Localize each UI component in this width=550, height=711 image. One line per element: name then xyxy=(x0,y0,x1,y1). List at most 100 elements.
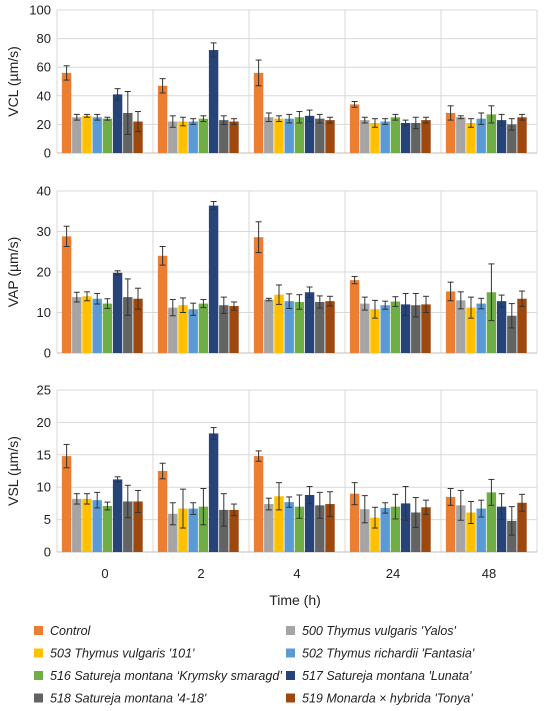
error-bar xyxy=(63,443,70,469)
error-bar xyxy=(519,113,525,121)
error-bar xyxy=(361,495,368,524)
y-tick-label: 25 xyxy=(37,383,51,398)
y-tick-label: 0 xyxy=(44,146,51,161)
bar xyxy=(517,298,527,353)
error-bar xyxy=(220,115,227,125)
bar xyxy=(304,292,315,353)
error-bar xyxy=(276,284,282,305)
error-bar xyxy=(402,292,409,316)
error-bar xyxy=(265,497,272,511)
error-bar xyxy=(392,493,399,520)
bar xyxy=(315,301,325,353)
bar xyxy=(253,237,264,353)
x-axis: 0 2 4 24 48 xyxy=(101,566,496,581)
error-bar xyxy=(316,113,323,124)
y-tick-label: 20 xyxy=(37,117,51,132)
error-bar xyxy=(104,501,111,511)
error-bar xyxy=(457,291,464,310)
error-bar xyxy=(63,65,70,81)
x-tick-label: 4 xyxy=(293,566,300,581)
bar xyxy=(445,112,456,153)
legend-item: 517 Satureja montana 'Lunata' xyxy=(286,669,472,683)
bar xyxy=(421,507,431,552)
bar xyxy=(229,509,239,552)
error-bar xyxy=(392,296,399,307)
bar xyxy=(61,72,72,153)
bar xyxy=(390,301,401,353)
bar xyxy=(325,301,335,353)
legend-label: 519 Monarda × hybrida 'Tonya' xyxy=(302,692,473,706)
legend-swatch xyxy=(34,671,43,680)
bar xyxy=(390,506,401,552)
bar xyxy=(61,236,72,353)
bar xyxy=(400,503,411,552)
bar xyxy=(315,118,325,153)
legend-swatch xyxy=(286,626,295,635)
bar xyxy=(253,456,264,552)
legend-label: 503 Thymus vulgaris '101' xyxy=(50,647,195,661)
error-bar xyxy=(210,427,217,440)
legend-item: 516 Satureja montana ‘Krymsky smaragd’ xyxy=(34,669,282,683)
error-bar xyxy=(498,113,505,127)
bar xyxy=(411,122,421,153)
error-bar xyxy=(169,502,176,526)
legend: Control 500 Thymus vulgaris 'Yalos' 503 Th… xyxy=(34,624,475,706)
error-bar xyxy=(412,116,419,130)
bar xyxy=(486,492,497,552)
bar xyxy=(198,118,209,153)
error-bar xyxy=(519,493,525,512)
y-tick-label: 0 xyxy=(44,346,51,361)
bar xyxy=(157,471,168,552)
error-bar xyxy=(200,299,207,309)
error-bar xyxy=(508,303,515,329)
legend-swatch xyxy=(286,693,295,703)
bar xyxy=(456,117,466,153)
error-bar xyxy=(114,270,121,276)
bar xyxy=(294,506,305,552)
bar xyxy=(264,117,274,153)
bar xyxy=(476,508,486,552)
error-bar xyxy=(210,42,217,58)
bar xyxy=(133,501,143,552)
y-tick-label: 0 xyxy=(44,545,51,560)
error-bar xyxy=(488,263,495,322)
error-bar xyxy=(468,296,474,319)
bar xyxy=(456,505,466,552)
bar xyxy=(178,305,188,353)
bar xyxy=(219,120,229,153)
error-bar xyxy=(190,302,197,316)
error-bar xyxy=(488,478,495,506)
bar xyxy=(208,50,219,153)
bar xyxy=(456,300,466,353)
error-bar xyxy=(296,294,303,310)
y-tick-label: 40 xyxy=(37,184,51,199)
error-bar xyxy=(135,111,141,133)
bar xyxy=(178,121,188,153)
error-bar xyxy=(351,275,358,285)
error-bar xyxy=(296,494,303,519)
panel-3: 0 5 10 15 20 25 VSL (µm/s) xyxy=(5,383,538,560)
bar xyxy=(274,118,284,153)
bar xyxy=(349,104,360,153)
bar xyxy=(400,122,411,153)
error-bar xyxy=(457,115,464,120)
y-tick-label: 60 xyxy=(37,60,51,75)
error-bar xyxy=(73,493,80,505)
bar xyxy=(92,298,102,353)
bar xyxy=(102,118,113,153)
bar xyxy=(496,301,507,353)
error-bar xyxy=(372,506,378,529)
bar xyxy=(123,501,133,552)
legend-item: 503 Thymus vulgaris '101' xyxy=(34,647,195,661)
bar xyxy=(486,114,497,153)
bar xyxy=(168,307,178,353)
y-axis-label: VSL (µm/s) xyxy=(5,436,21,506)
error-bar xyxy=(478,112,485,125)
bar xyxy=(294,117,305,153)
error-bar xyxy=(265,112,272,123)
bar xyxy=(421,304,431,353)
legend-item: 518 Satureja montana '4-18' xyxy=(34,692,207,706)
legend-label: 500 Thymus vulgaris 'Yalos' xyxy=(302,624,457,638)
bar xyxy=(370,122,380,153)
error-bar xyxy=(412,292,419,318)
